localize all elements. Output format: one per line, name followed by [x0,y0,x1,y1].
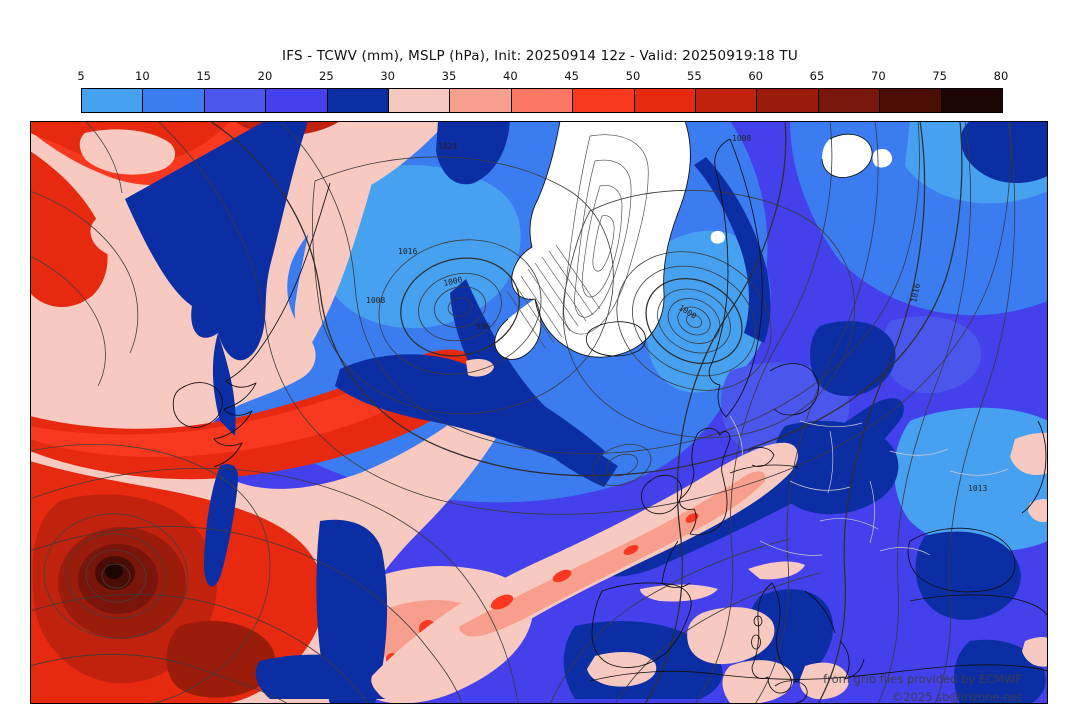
pressure-label: 1016 [909,283,922,304]
cyclone-spiral-iceland [616,251,772,391]
colorbar-tick-label: 20 [257,69,273,83]
chart-title: IFS - TCWV (mm), MSLP (hPa), Init: 20250… [282,48,798,64]
tcwv-fill-layer [30,121,1048,704]
country-border-layer [729,415,1009,556]
colorbar [81,88,1003,113]
colorbar-segment-5-10 [82,89,144,112]
map-image: 1024 1016 1008 1000 996 1000 1008 1016 1… [30,121,1048,704]
colorbar-tick-label: 80 [993,69,1009,83]
greenland-contours [506,134,649,350]
jan-mayen-island [710,230,725,244]
colorbar-tick-label: 65 [809,69,825,83]
colorbar-segment-60-65 [757,89,819,112]
colorbar-tick-label: 50 [625,69,641,83]
watermark-line2: ©2025 sb@irizone.net [892,690,1023,704]
greenland-ice-region [494,121,691,360]
colorbar-tick-label: 40 [503,69,518,83]
colorbar-tick-label: 45 [564,69,579,83]
colorbar-segment-40-45 [511,89,574,112]
colorbar-segment-50-55 [634,89,697,112]
colorbar-tick-label: 10 [135,69,150,83]
colorbar-segment-65-70 [818,89,881,112]
colorbar-segment-55-60 [696,89,758,112]
vortex-isobars [43,513,189,639]
colorbar-segment-70-75 [880,89,942,112]
colorbar-tick-label: 70 [871,69,886,83]
colorbar-tick-label: 30 [380,69,395,83]
map-border [30,121,1048,704]
pressure-label: 1013 [968,484,987,493]
watermark-line1: from grib files provided by ECMWF [823,672,1022,686]
hurricane-vortex [32,494,217,684]
coastline-layer [172,121,1048,704]
pressure-label: 1016 [398,247,417,256]
colorbar-segment-75-80 [941,89,1003,112]
colorbar-tick-label: 75 [932,69,947,83]
colorbar-tick-label: 5 [77,69,85,83]
colorbar-segment-25-30 [327,89,390,112]
colorbar-segment-10-15 [143,89,205,112]
pink-moisture-band [371,442,798,702]
colorbar-segment-45-50 [573,89,635,112]
weather-map-svg: 1024 1016 1008 1000 996 1000 1008 1016 1… [30,121,1048,704]
colorbar-segment-20-25 [266,89,328,112]
colorbar-tick-label: 15 [196,69,211,83]
colorbar-tick-label: 35 [441,69,457,83]
pressure-label: 1008 [732,134,751,143]
colorbar-segment-15-20 [204,89,267,112]
watermark: from grib files provided by ECMWF ©2025 … [823,672,1022,704]
isobar-layer [30,121,1016,704]
colorbar-segment-35-40 [450,89,512,112]
pressure-label: 996 [476,322,491,331]
colorbar-segment-30-35 [389,89,451,112]
pressure-label: 1000 [443,275,464,288]
colorbar-tick-label: 60 [748,69,763,83]
colorbar-tick-label: 25 [319,69,334,83]
colorbar-tick-label: 55 [687,69,702,83]
colorbar-ticks: 5 10 15 20 25 30 35 40 45 50 55 60 65 70 75 80 [77,69,1008,85]
pressure-label: 1008 [366,296,385,305]
pressure-label: 1024 [438,142,457,151]
